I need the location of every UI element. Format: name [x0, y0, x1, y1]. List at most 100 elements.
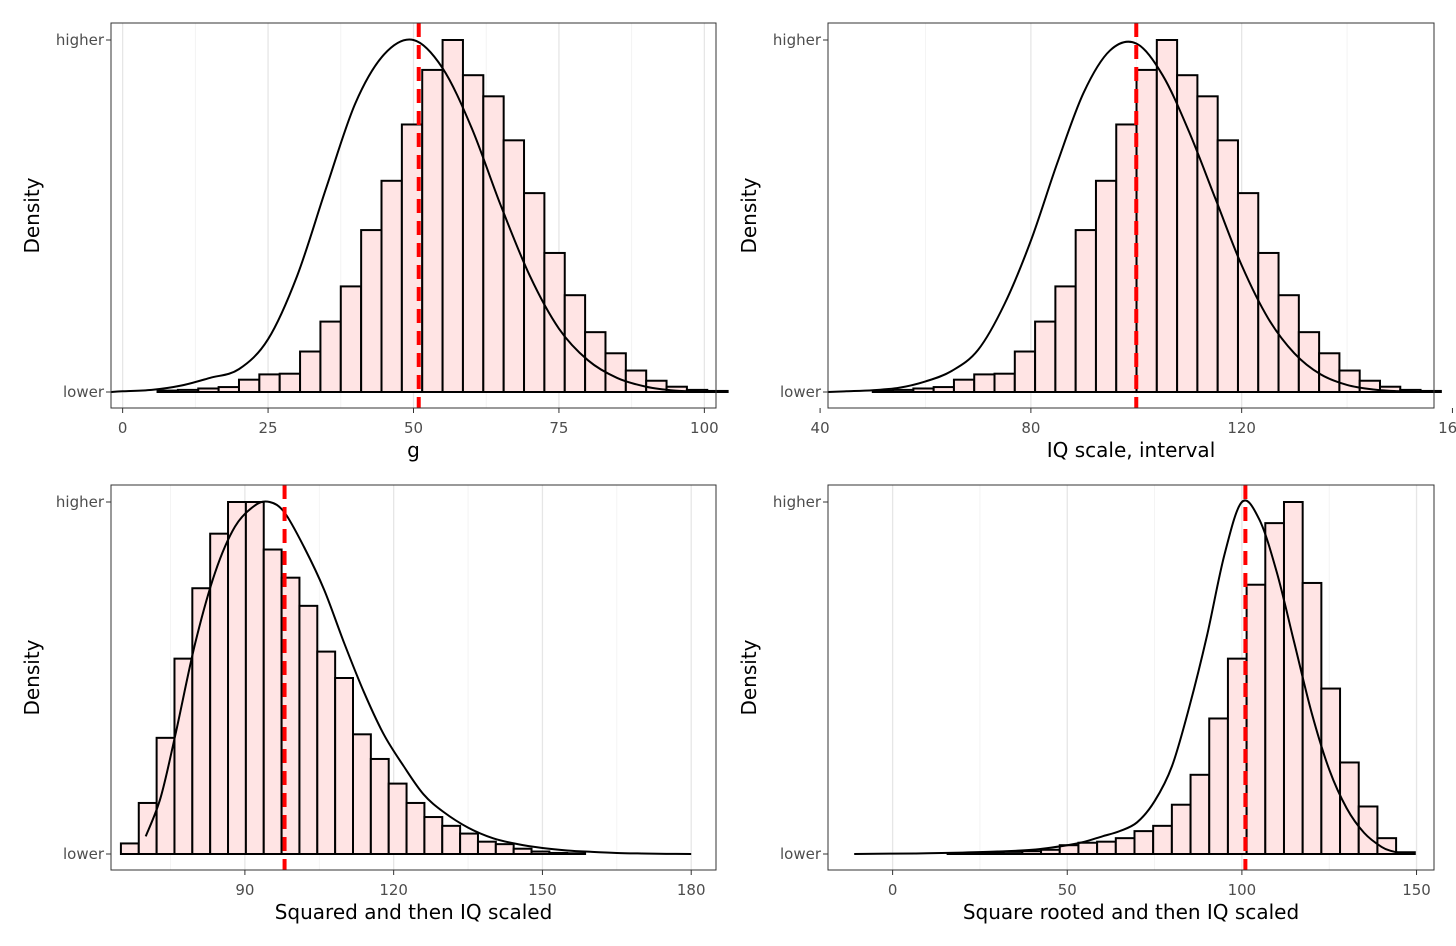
histogram-bar [339, 285, 363, 393]
histogram-bar [217, 386, 240, 393]
histogram-bar [244, 501, 265, 855]
histogram-bar [298, 604, 319, 856]
histogram-bar [1155, 39, 1179, 393]
histogram-bar [502, 139, 526, 393]
chart-panel-1: 0 25 50 75 100 higher lower g Density [20, 22, 729, 462]
histogram-bar [548, 851, 569, 855]
histogram-bar [334, 677, 355, 855]
panel-border [827, 22, 1435, 409]
histogram-bar [423, 816, 444, 855]
x-axis-title: Squared and then IQ scaled [275, 900, 553, 924]
histogram-bar [119, 842, 140, 856]
density-curve [144, 500, 692, 855]
y-tick-label-high: higher [773, 493, 822, 511]
histogram-bar [1301, 581, 1323, 856]
panel-border [110, 484, 717, 871]
panel-border [827, 484, 1435, 871]
y-tick-label-low: lower [780, 845, 822, 863]
histogram-bar [316, 650, 337, 855]
histogram-bar [441, 824, 462, 856]
x-tick-label: 120 [379, 881, 408, 899]
histogram-bar [1245, 583, 1267, 855]
histogram-bar [1133, 830, 1155, 855]
y-tick-label-low: lower [63, 383, 105, 401]
histogram-bar [191, 587, 212, 855]
histogram-bar [278, 372, 302, 394]
histogram-bar [952, 378, 976, 393]
histogram-bar [566, 852, 587, 856]
histogram-bar [137, 801, 158, 856]
y-tick-label-low: lower [63, 845, 105, 863]
x-tick-label: 0 [118, 419, 128, 437]
histogram-bar [1357, 805, 1379, 855]
x-axis-title: g [407, 438, 420, 462]
histogram-bar [299, 350, 322, 393]
x-tick-label: 25 [259, 419, 278, 437]
histogram-bar [1077, 841, 1099, 856]
histogram-bar [1176, 74, 1199, 393]
y-tick-label-low: lower [780, 383, 822, 401]
y-axis-title: Density [737, 639, 761, 715]
x-tick-label: 100 [1228, 881, 1257, 899]
histogram-bar [421, 68, 444, 393]
x-tick-label: 40 [811, 419, 830, 437]
histogram-bar [1114, 837, 1136, 855]
density-curve [110, 38, 717, 393]
histogram-bar [476, 840, 497, 855]
x-tick-label: 0 [888, 881, 898, 899]
chart-panel-2: 40 80 120 160 higher lower IQ scale, interval D… [737, 22, 1456, 462]
histogram-bar [563, 294, 587, 394]
x-tick-label: 75 [549, 419, 568, 437]
histogram-bar [459, 832, 479, 855]
histogram-bar [1208, 717, 1229, 855]
histogram-bar [1277, 294, 1300, 394]
histogram-bar [360, 229, 383, 393]
histogram-bar [1264, 522, 1285, 855]
histogram-bar [1135, 68, 1158, 393]
histogram-bar [227, 501, 247, 855]
histogram-bar [512, 847, 533, 855]
histogram-bar [156, 389, 179, 394]
x-tick-label: 120 [1227, 419, 1256, 437]
histogram-bar [1338, 369, 1361, 394]
y-tick-label-high: higher [56, 493, 105, 511]
histogram-bar [1318, 352, 1341, 393]
y-tick-label-high: higher [773, 31, 822, 49]
histogram-bar [892, 388, 915, 394]
histogram-bar [932, 386, 955, 393]
chart-panel-3: 90 120 150 180 higher lower Squared and then I… [20, 484, 717, 924]
y-axis-title: Density [737, 177, 761, 253]
histogram-bar [1189, 773, 1211, 855]
histogram-bar [482, 95, 505, 393]
histogram-bar [1297, 331, 1321, 394]
x-tick-label: 150 [528, 881, 557, 899]
x-tick-label: 50 [404, 419, 423, 437]
chart-panel-4: 0 50 100 150 higher lower Square rooted and th… [737, 484, 1435, 924]
x-tick-label: 80 [1021, 419, 1040, 437]
histogram-bar [1257, 251, 1280, 393]
histogram-bar [1013, 350, 1037, 393]
histogram-bar [319, 320, 342, 394]
histogram-bar [1096, 840, 1117, 855]
y-axis-title: Density [20, 177, 44, 253]
histogram-bar [1216, 139, 1239, 393]
histogram-bar [494, 843, 515, 855]
histogram-bar [441, 39, 464, 393]
histogram-bar [1021, 850, 1043, 856]
x-tick-label: 50 [1058, 881, 1077, 899]
density-curve [827, 40, 1435, 393]
histogram-bar [1339, 761, 1360, 855]
x-tick-label: 180 [677, 881, 706, 899]
histogram-bar [530, 850, 551, 856]
y-axis-title: Density [20, 639, 44, 715]
histogram-bar [1282, 501, 1304, 855]
x-tick-label: 90 [235, 881, 254, 899]
histogram-bar [1074, 229, 1097, 393]
histogram-bar [1115, 123, 1138, 393]
x-tick-label: 100 [690, 419, 719, 437]
x-axis-title: IQ scale, interval [1047, 438, 1216, 462]
histogram-bar [369, 757, 390, 856]
histogram-bar [380, 179, 403, 393]
histogram-bar [1170, 803, 1192, 855]
